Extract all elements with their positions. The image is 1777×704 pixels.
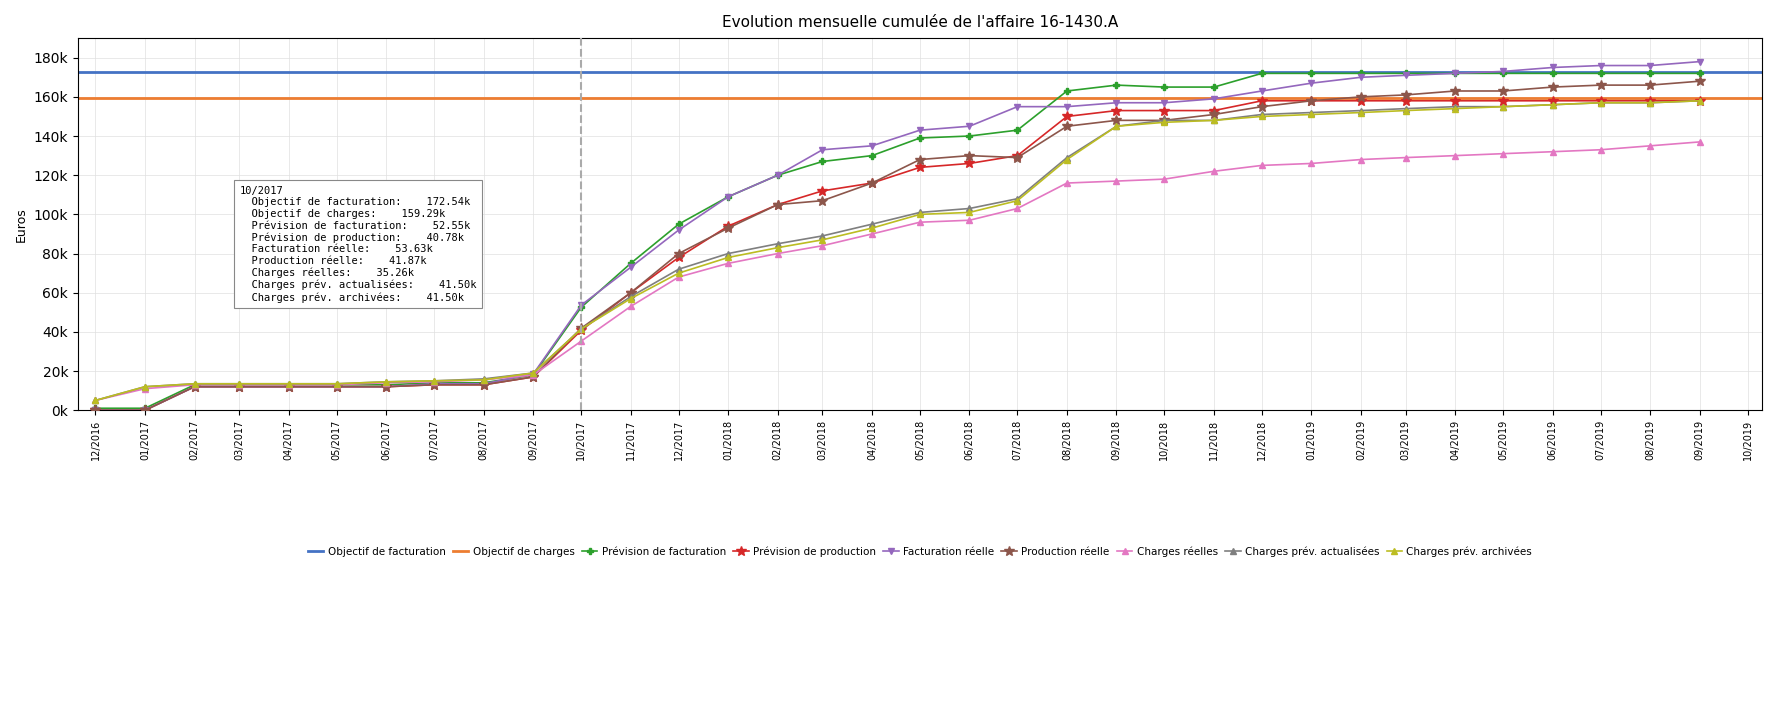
Text: 10/2017
  Objectif de facturation:    172.54k
  Objectif de charges:    159.29k
: 10/2017 Objectif de facturation: 172.54k… xyxy=(240,186,476,303)
Y-axis label: Euros: Euros xyxy=(14,207,28,241)
Title: Evolution mensuelle cumulée de l'affaire 16-1430.A: Evolution mensuelle cumulée de l'affaire… xyxy=(721,15,1118,30)
Legend: Objectif de facturation, Objectif de charges, Prévision de facturation, Prévisio: Objectif de facturation, Objectif de cha… xyxy=(304,543,1537,561)
